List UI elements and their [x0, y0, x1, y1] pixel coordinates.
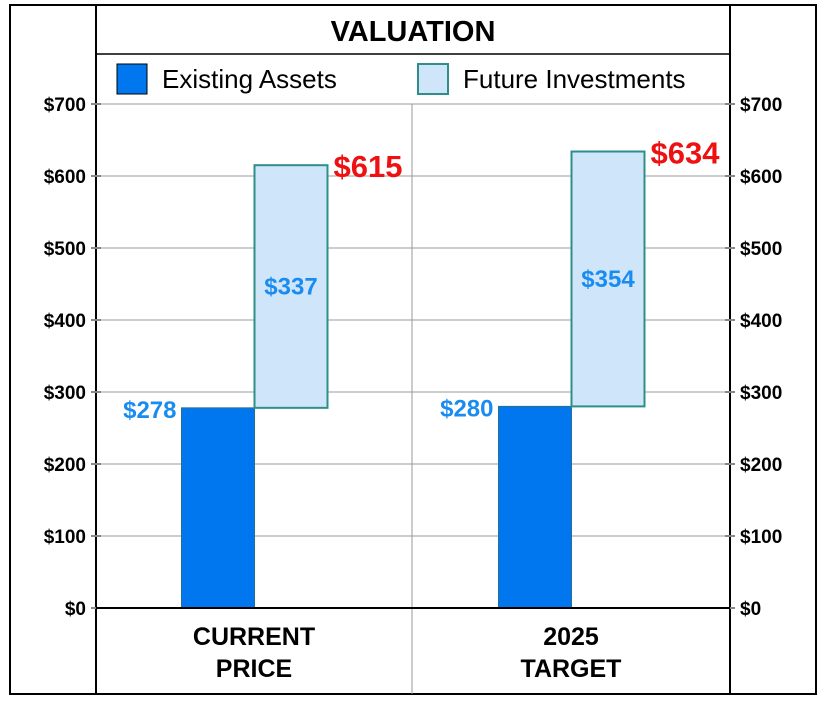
legend-label-existing-assets: Existing Assets [162, 64, 337, 94]
y-tick-label-left: $100 [44, 527, 86, 548]
bar-existing-assets [498, 405, 572, 609]
legend-swatch-existing-assets [116, 63, 148, 95]
y-tick-label-left: $300 [44, 383, 86, 404]
bar-future-investments [570, 150, 646, 408]
category-label-current-line1: CURRENT [193, 623, 315, 651]
y-tick-label-left: $600 [44, 167, 86, 188]
y-tick-label-right: $200 [740, 455, 782, 476]
y-tick-label-left: $400 [44, 311, 86, 332]
category-label-target-line1: 2025 [543, 623, 599, 651]
y-tick-label-right: $300 [740, 383, 782, 404]
y-tick-label-right: $600 [740, 167, 782, 188]
bar-existing-assets [181, 407, 255, 609]
y-tick-label-left: $700 [44, 95, 86, 116]
y-tick-label-left: $500 [44, 239, 86, 260]
chart-frame [9, 4, 817, 695]
y-tick-label-right: $400 [740, 311, 782, 332]
category-label-target-line2: TARGET [521, 655, 622, 683]
legend-swatch-future-investments [417, 63, 449, 95]
y-tick-label-left: $0 [65, 599, 86, 620]
data-label-existing-assets: $278 [123, 397, 176, 424]
legend-label-future-investments: Future Investments [463, 64, 686, 94]
y-tick-label-right: $700 [740, 95, 782, 116]
y-tick-label-right: $100 [740, 527, 782, 548]
data-label-future-investments: $354 [581, 266, 635, 293]
data-label-future-investments: $337 [264, 274, 317, 301]
y-tick-label-left: $200 [44, 455, 86, 476]
chart-title: VALUATION [331, 16, 496, 48]
data-label-existing-assets: $280 [440, 395, 493, 422]
gridlines: $0 $0 $100 $100 $200 $200 $300 $300 $400 $400 $500… [44, 95, 783, 620]
bar-future-investments [253, 164, 329, 409]
bars [181, 150, 646, 609]
y-tick-label-right: $500 [740, 239, 782, 260]
category-label-current-line2: PRICE [216, 655, 292, 683]
data-label-total: $615 [334, 149, 403, 184]
data-label-total: $634 [651, 136, 721, 171]
y-tick-label-right: $0 [740, 599, 761, 620]
data-labels: $278 $337 $615 $280 $354 $634 [123, 136, 720, 424]
